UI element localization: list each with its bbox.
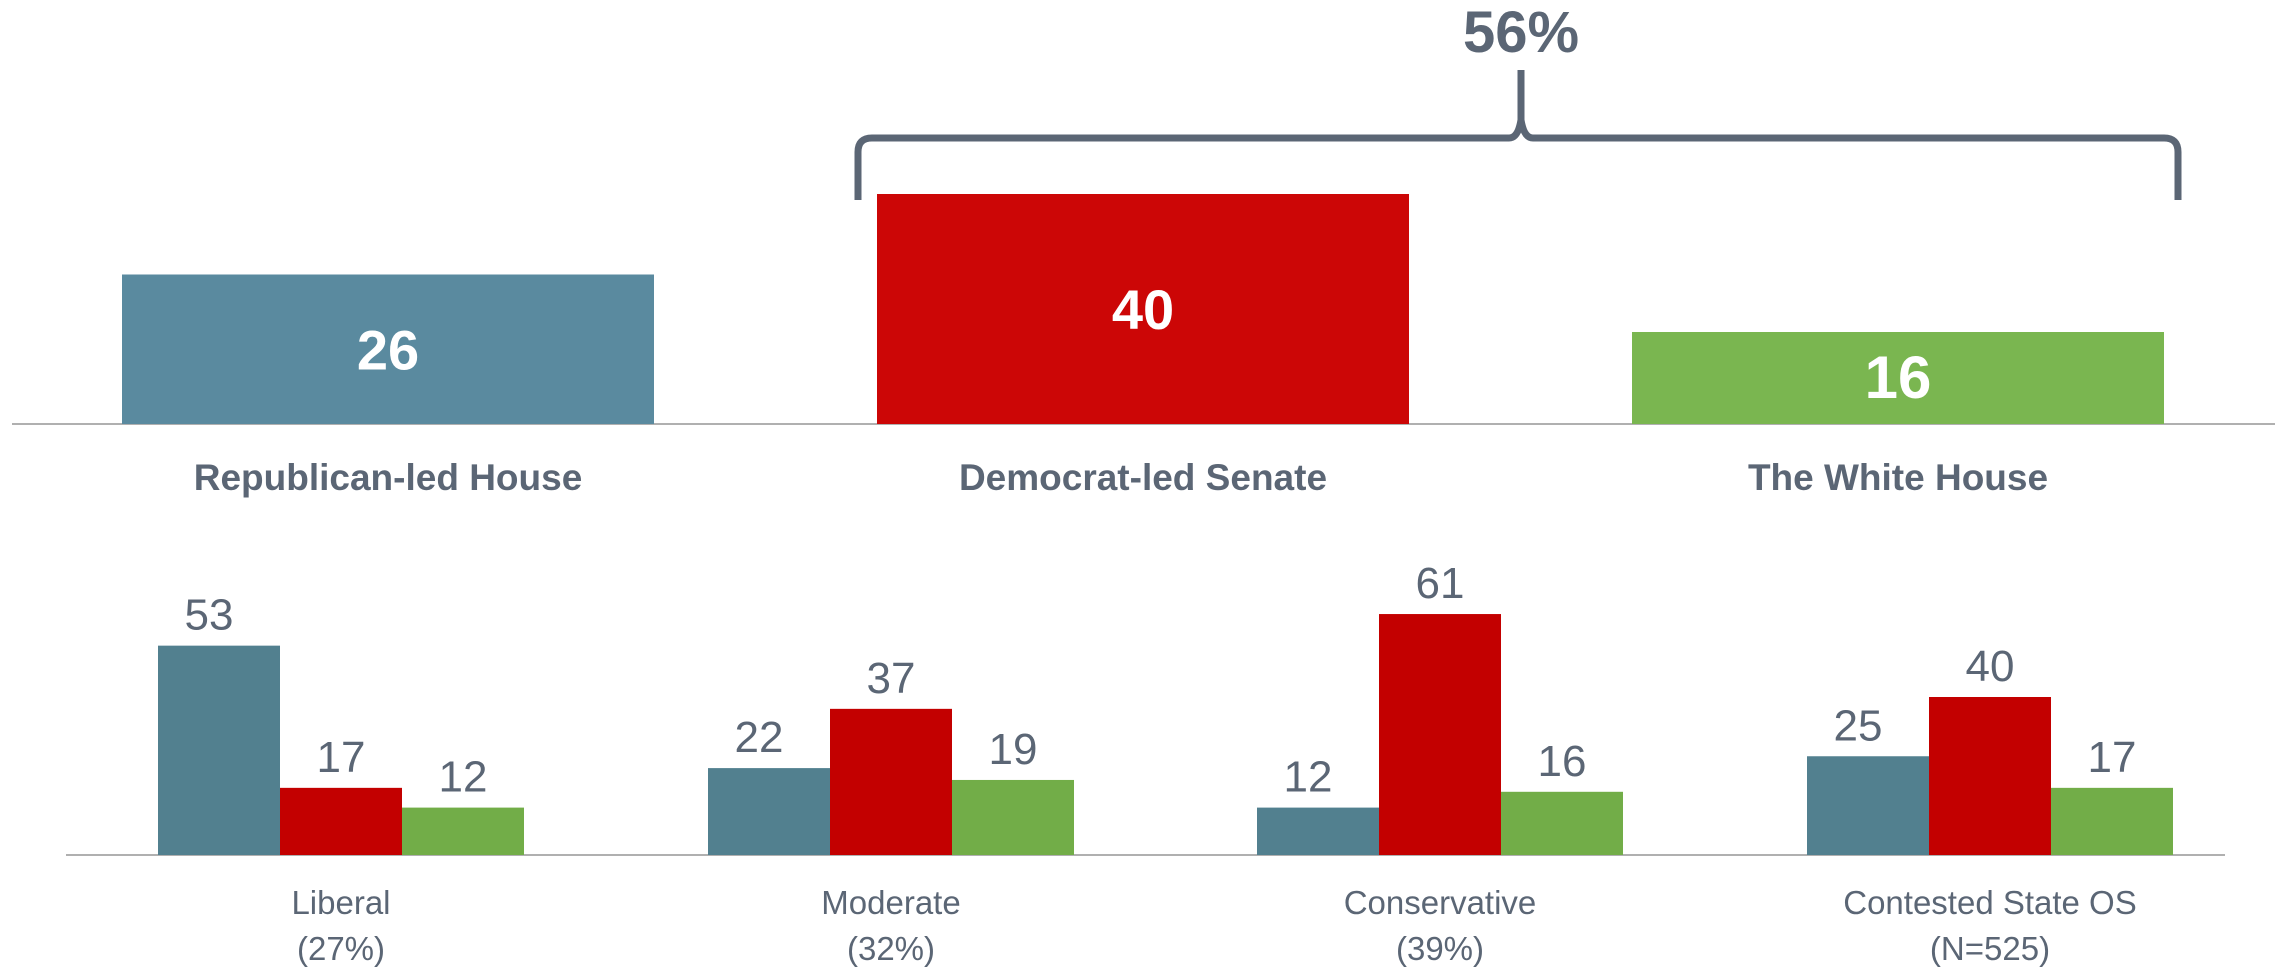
- group-label-conservative: Conservative: [1344, 884, 1537, 921]
- bar-contested-state-os-house: [1807, 756, 1929, 855]
- group-label-liberal: Liberal: [291, 884, 390, 921]
- data-label-conservative-white-house: 16: [1538, 737, 1587, 786]
- group-label-moderate: Moderate: [821, 884, 960, 921]
- category-label-republican-led-house: Republican-led House: [194, 457, 583, 498]
- data-label-contested-state-os-white-house: 17: [2088, 733, 2137, 782]
- bar-contested-state-os-white-house: [2051, 787, 2173, 855]
- bracket-total-label: 56%: [1463, 0, 1579, 65]
- bar-liberal-house: [158, 645, 280, 855]
- group-label-contested-state-os: Contested State OS: [1843, 884, 2137, 921]
- category-label-democrat-led-senate: Democrat-led Senate: [959, 457, 1327, 498]
- bracket-senate-white-house: [854, 70, 2182, 200]
- bar-republican-led-house: [122, 274, 654, 424]
- bar-liberal-white-house: [402, 807, 524, 855]
- data-label-moderate-senate: 37: [867, 654, 916, 703]
- data-label-contested-state-os-house: 25: [1834, 701, 1883, 750]
- bar-conservative-house: [1257, 807, 1379, 855]
- group-sublabel-conservative: (39%): [1396, 930, 1484, 967]
- bar-conservative-white-house: [1501, 791, 1623, 855]
- group-sublabel-liberal: (27%): [297, 930, 385, 967]
- bar-value-the-white-house: 16: [1865, 344, 1932, 411]
- group-sublabel-moderate: (32%): [847, 930, 935, 967]
- bar-democrat-led-senate: [877, 194, 1409, 424]
- bar-moderate-white-house: [952, 779, 1074, 855]
- bar-moderate-house: [708, 768, 830, 855]
- bar-value-republican-led-house: 26: [357, 318, 419, 381]
- data-label-moderate-white-house: 19: [989, 725, 1038, 774]
- category-label-the-white-house: The White House: [1748, 457, 2048, 498]
- bar-moderate-senate: [830, 708, 952, 855]
- data-label-liberal-senate: 17: [317, 733, 366, 782]
- group-sublabel-contested-state-os: (N=525): [1930, 930, 2050, 967]
- bar-value-democrat-led-senate: 40: [1112, 278, 1174, 341]
- bar-liberal-senate: [280, 787, 402, 855]
- data-label-liberal-house: 53: [185, 591, 234, 640]
- data-label-conservative-senate: 61: [1416, 559, 1465, 608]
- bar-the-white-house: [1632, 332, 2164, 424]
- data-label-liberal-white-house: 12: [439, 753, 488, 802]
- bar-conservative-senate: [1379, 614, 1501, 855]
- data-label-conservative-house: 12: [1284, 753, 1333, 802]
- data-label-moderate-house: 22: [735, 713, 784, 762]
- data-label-contested-state-os-senate: 40: [1966, 642, 2015, 691]
- bar-contested-state-os-senate: [1929, 697, 2051, 855]
